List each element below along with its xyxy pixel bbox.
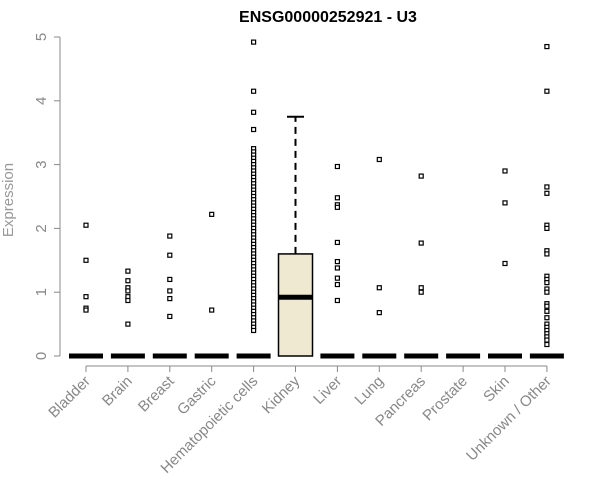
chart-title: ENSG00000252921 - U3 [239,9,417,26]
outlier-point [544,337,550,343]
outlier-point [334,297,340,304]
y-tick-label: 0 [33,352,50,360]
outlier-point [376,310,382,316]
outlier-point [334,204,340,210]
outlier-point [83,294,89,300]
outlier-point [83,307,89,313]
outlier-point [544,280,550,286]
box-hematopoietic-cells [236,39,271,359]
outlier-point [334,239,340,246]
outlier-point [167,233,173,239]
outlier-point [544,88,550,94]
outlier-point [251,39,257,45]
outlier-point [544,43,550,50]
x-tick-label: Prostate [419,373,471,425]
x-tick-label: Skin [480,373,513,406]
outlier-point [544,190,550,196]
y-axis: 0 1 2 3 4 5 [33,33,61,360]
x-tick-label: Bladder [45,373,94,422]
outlier-point [502,200,508,206]
outlier-point [334,195,340,201]
outlier-point [125,321,131,327]
outlier-point [502,168,508,174]
y-axis-label: Expression [0,163,17,237]
box-kidney [277,115,314,357]
outlier-point [544,225,550,231]
outlier-point [502,260,508,267]
outlier-point [251,109,257,115]
y-tick-label: 2 [33,224,50,232]
outlier-point [544,289,550,295]
outlier-point [251,126,257,133]
outlier-point [167,276,173,283]
y-tick-label: 4 [33,97,50,105]
box-body [277,253,314,357]
x-tick-label: Breast [135,372,178,415]
outlier-point [167,313,173,320]
outlier-point [125,278,131,284]
outlier-point [251,88,257,94]
y-tick-label: 1 [33,288,50,296]
x-tick-label: Brain [99,373,136,410]
box-unknown-other [529,43,564,359]
outlier-point [167,288,173,294]
outlier-point [251,327,257,334]
outlier-point [544,251,550,257]
outlier-point [544,303,550,309]
box-pancreas [404,173,439,359]
box-skin [488,168,522,359]
box-gastric [194,211,229,359]
box-brain [110,268,145,359]
outlier-point [418,285,424,291]
outlier-point [334,265,340,271]
outlier-point [209,211,215,217]
outlier-point [83,257,89,263]
outlier-point [334,275,340,281]
outlier-point [334,281,340,288]
x-tick-label: Kidney [259,372,304,417]
x-tick-label: Liver [310,373,345,408]
y-tick-label: 5 [33,33,50,41]
plot-area [69,39,564,359]
outlier-point [544,315,550,321]
box-liver [320,163,355,359]
outlier-point [125,288,131,294]
y-tick-label: 3 [33,160,50,168]
outlier-point [83,222,89,228]
outlier-point [209,307,215,313]
box-bladder [69,222,103,359]
outlier-point [334,163,340,170]
box-lung [362,156,397,359]
outlier-point [376,285,382,291]
outlier-point [544,341,550,348]
outlier-point [418,240,424,246]
outlier-point [544,308,550,314]
outlier-point [125,297,131,304]
outlier-point [418,173,424,179]
outlier-point [167,252,173,258]
outlier-point [167,295,173,302]
x-tick-label: Lung [352,373,388,409]
outlier-point [334,258,340,265]
outlier-point [376,156,382,163]
outlier-point [125,268,131,274]
box-breast [152,233,187,359]
outlier-point [544,184,550,190]
outlier-point [418,289,424,295]
